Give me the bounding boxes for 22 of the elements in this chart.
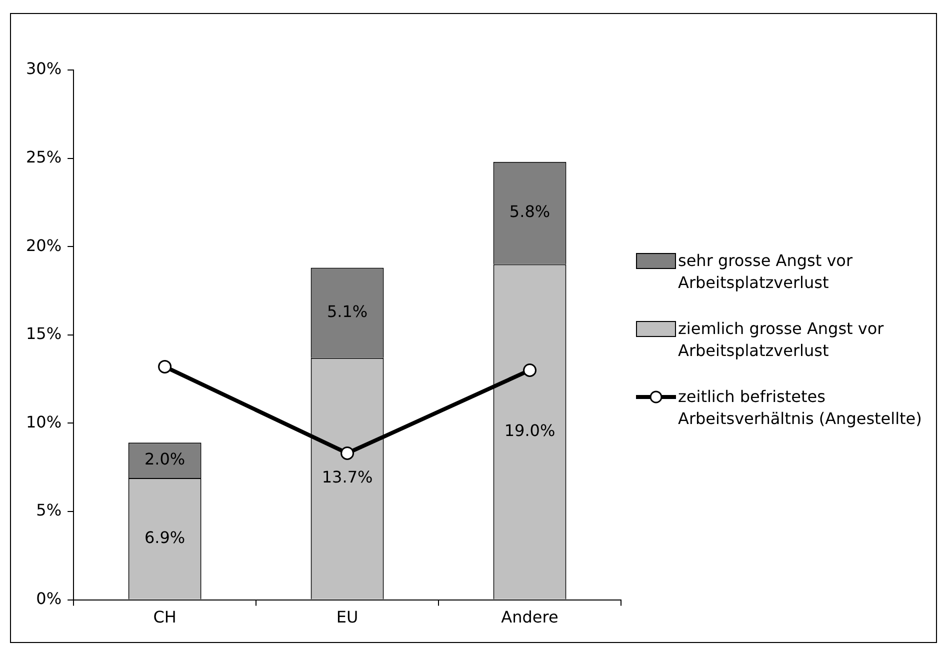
legend-label: ziemlich grosse Angst vor Arbeitsplatzverlust (678, 318, 885, 362)
legend-label: sehr grosse Angst vor Arbeitsplatzverlust (678, 250, 854, 294)
data-label: 6.9% (144, 528, 186, 547)
data-label: 19.0% (504, 420, 556, 440)
x-tick-label: Andere (501, 608, 558, 627)
data-label: 13.7% (322, 468, 373, 487)
y-tick-label: 20% (26, 236, 62, 255)
x-tick-label: CH (153, 608, 176, 627)
data-label: 2.0% (144, 449, 186, 468)
y-tick-label: 0% (36, 588, 62, 608)
x-tick-label: EU (336, 608, 358, 627)
y-tick-label: 25% (26, 147, 62, 166)
point (340, 446, 354, 460)
y-tick-label: 15% (26, 324, 62, 344)
y-tick-label: 30% (26, 59, 62, 78)
y-tick-label: 5% (36, 500, 62, 520)
point (523, 363, 537, 377)
data-label: 5.1% (326, 302, 368, 321)
data-label: 5.8% (509, 202, 550, 222)
legend-label: zeitlich befristetes Arbeitsverhältnis (Angestellte) (678, 386, 923, 430)
point (158, 360, 172, 374)
y-tick-label: 10% (26, 412, 62, 432)
